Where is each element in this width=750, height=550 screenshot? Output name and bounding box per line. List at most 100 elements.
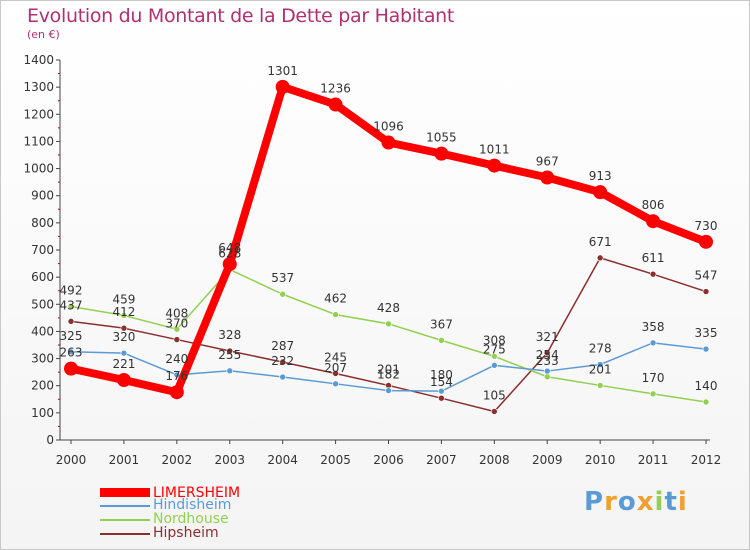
legend-swatch-hindisheim	[100, 505, 150, 507]
x-tick-label: 2010	[585, 453, 616, 467]
data-label-hipsheim: 370	[165, 317, 188, 331]
data-label-nordhouse: 492	[60, 283, 83, 297]
data-label-nordhouse: 233	[536, 354, 559, 368]
data-label-nordhouse: 201	[589, 362, 612, 376]
y-tick-label: 200	[31, 379, 54, 393]
data-label-hipsheim: 328	[218, 328, 241, 342]
data-label-hipsheim: 245	[324, 351, 347, 365]
data-point-hipsheim	[173, 336, 181, 343]
data-label-limersheim: 913	[589, 169, 612, 183]
data-point-nordhouse	[543, 373, 551, 381]
logo-letter: t	[664, 487, 678, 517]
data-label-hindisheim: 182	[377, 368, 400, 382]
legend-swatch-limersheim	[100, 488, 150, 497]
data-point-hindisheim	[332, 380, 339, 388]
data-label-nordhouse: 308	[483, 333, 506, 347]
x-tick-label: 2009	[532, 453, 563, 467]
data-point-nordhouse	[332, 311, 339, 318]
data-point-hindisheim	[543, 367, 551, 375]
proxiti-logo: Proxiti	[584, 487, 688, 517]
data-label-hindisheim: 255	[218, 348, 241, 362]
data-label-hipsheim: 201	[377, 362, 400, 376]
data-label-limersheim: 1301	[267, 64, 298, 78]
data-label-hipsheim: 437	[60, 298, 83, 312]
data-label-limersheim: 1096	[373, 120, 404, 134]
data-label-nordhouse: 140	[695, 379, 718, 393]
logo-letter: x	[636, 487, 655, 517]
x-tick-label: 2008	[479, 453, 510, 467]
legend-label-nordhouse: Nordhouse	[153, 511, 229, 527]
data-point-hipsheim	[438, 394, 445, 402]
data-point-nordhouse	[438, 337, 445, 344]
data-point-hipsheim	[702, 288, 710, 295]
x-tick-label: 2002	[162, 453, 193, 467]
data-point-hindisheim	[120, 349, 128, 357]
logo-letter: P	[584, 487, 605, 517]
data-label-hindisheim: 240	[165, 352, 188, 366]
y-tick-label: 600	[31, 270, 54, 284]
x-tick-label: 2011	[638, 453, 669, 467]
data-label-hindisheim: 320	[112, 330, 135, 344]
data-point-hindisheim	[596, 361, 604, 368]
data-point-hindisheim	[226, 367, 234, 375]
data-point-hindisheim	[385, 387, 392, 394]
data-label-limersheim: 806	[642, 198, 665, 212]
data-label-nordhouse: 459	[112, 292, 135, 306]
data-point-hipsheim	[596, 254, 604, 262]
x-tick-label: 2006	[373, 453, 404, 467]
data-point-hipsheim	[226, 347, 234, 355]
data-label-nordhouse: 537	[271, 271, 294, 285]
data-label-limersheim: 1011	[479, 143, 510, 157]
data-point-limersheim	[222, 257, 237, 272]
data-label-hindisheim: 358	[642, 320, 665, 334]
data-point-hindisheim	[649, 339, 657, 347]
legend-swatch-hipsheim	[100, 533, 150, 535]
data-point-limersheim	[169, 385, 184, 400]
data-label-hindisheim: 207	[324, 361, 347, 375]
y-tick-label: 500	[31, 297, 54, 311]
data-point-limersheim	[699, 234, 713, 249]
data-label-hindisheim: 180	[430, 368, 453, 382]
data-point-nordhouse	[120, 312, 128, 319]
data-point-hindisheim	[702, 345, 710, 353]
data-label-nordhouse: 462	[324, 292, 347, 306]
legend-label-hindisheim: Hindisheim	[153, 497, 232, 513]
legend-label-limersheim: LIMERSHEIM	[153, 485, 241, 501]
data-label-limersheim: 730	[695, 219, 718, 233]
data-label-hipsheim: 412	[112, 305, 135, 319]
y-tick-label: 300	[31, 352, 54, 366]
data-label-hindisheim: 232	[271, 354, 294, 368]
x-tick-label: 2012	[691, 453, 722, 467]
data-label-nordhouse: 428	[377, 301, 400, 315]
data-label-hipsheim: 547	[695, 269, 718, 283]
x-tick-label: 2007	[426, 453, 457, 467]
data-point-nordhouse	[596, 382, 604, 389]
data-label-nordhouse: 628	[218, 247, 241, 261]
data-point-hindisheim	[438, 387, 445, 395]
x-tick-label: 2003	[214, 453, 245, 467]
data-point-nordhouse	[67, 303, 75, 310]
logo-letter: i	[654, 487, 665, 517]
data-label-hipsheim: 105	[483, 389, 506, 403]
y-tick-label: 1300	[23, 80, 54, 94]
data-point-nordhouse	[702, 398, 710, 406]
data-label-hipsheim: 671	[589, 235, 612, 249]
data-point-limersheim	[646, 214, 661, 229]
data-label-nordhouse: 367	[430, 317, 453, 331]
data-label-hindisheim: 275	[483, 342, 506, 356]
y-tick-label: 1200	[23, 107, 54, 121]
data-point-limersheim	[540, 170, 555, 185]
data-point-hipsheim	[120, 324, 128, 332]
data-point-limersheim	[487, 158, 502, 173]
data-label-limersheim: 176	[165, 369, 188, 383]
data-label-limersheim: 221	[112, 357, 135, 371]
x-tick-label: 2005	[320, 453, 351, 467]
data-label-hipsheim: 287	[271, 339, 294, 353]
data-label-limersheim: 263	[60, 346, 83, 360]
data-point-limersheim	[593, 185, 608, 200]
data-label-hipsheim: 611	[642, 251, 665, 265]
data-point-nordhouse	[491, 353, 498, 360]
y-tick-label: 1400	[23, 53, 54, 67]
data-point-hipsheim	[332, 370, 339, 377]
x-tick-label: 2001	[109, 453, 140, 467]
